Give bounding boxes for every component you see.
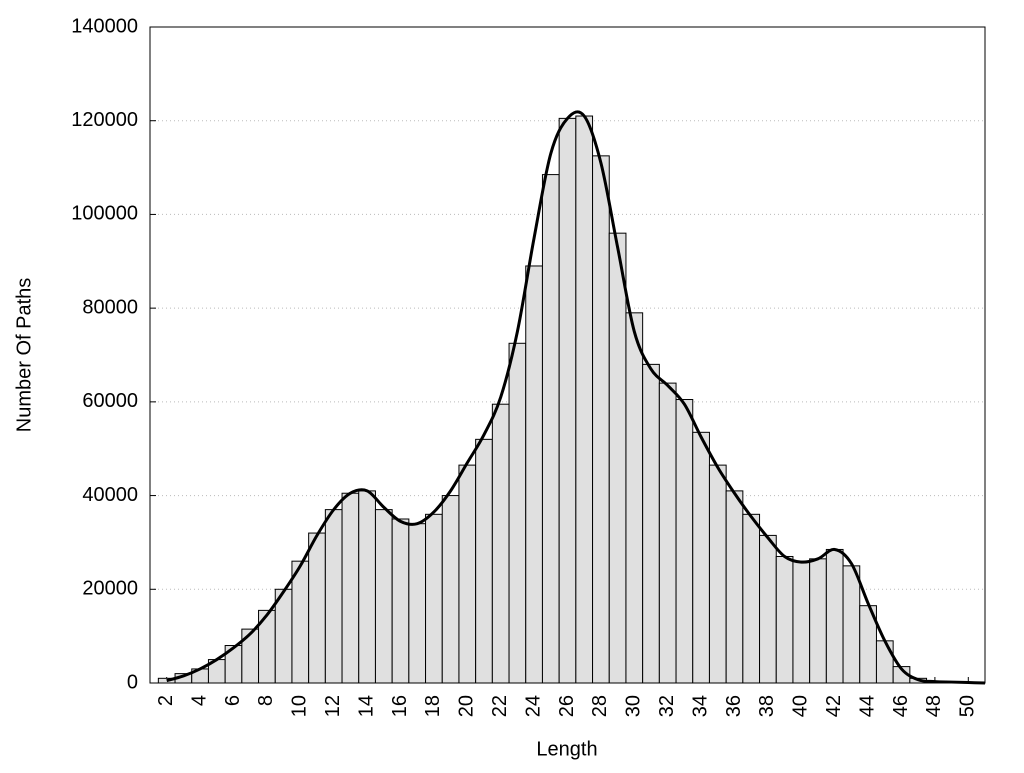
bar <box>843 566 860 683</box>
x-tick-label: 44 <box>856 695 878 717</box>
bar <box>676 400 693 683</box>
x-tick-label: 36 <box>723 695 745 717</box>
bar <box>609 233 626 683</box>
y-tick-label: 0 <box>127 671 138 693</box>
x-tick-label: 6 <box>222 695 244 706</box>
x-tick-label: 22 <box>489 695 511 717</box>
bar <box>359 491 376 683</box>
x-tick-label: 32 <box>656 695 678 717</box>
y-tick-label: 100000 <box>71 203 138 225</box>
bar <box>542 175 559 683</box>
bar <box>392 519 409 683</box>
bar <box>643 364 660 683</box>
x-tick-label: 20 <box>456 695 478 717</box>
x-tick-label: 26 <box>556 695 578 717</box>
x-axis-label: Length <box>536 738 597 760</box>
bar <box>626 313 643 683</box>
x-tick-label: 16 <box>389 695 411 717</box>
bar <box>576 116 593 683</box>
y-tick-label: 120000 <box>71 109 138 131</box>
x-tick-label: 34 <box>689 695 711 717</box>
x-tick-label: 42 <box>823 695 845 717</box>
bar <box>492 404 509 683</box>
bar <box>810 559 827 683</box>
bar <box>826 549 843 683</box>
x-tick-label: 48 <box>923 695 945 717</box>
y-tick-label: 60000 <box>82 390 138 412</box>
bar <box>593 156 610 683</box>
bar <box>375 510 392 683</box>
x-tick-label: 30 <box>623 695 645 717</box>
x-tick-label: 28 <box>589 695 611 717</box>
bar <box>325 510 342 683</box>
x-tick-label: 40 <box>790 695 812 717</box>
bar <box>876 641 893 683</box>
bar <box>292 561 309 683</box>
bar <box>342 493 359 683</box>
x-tick-label: 24 <box>522 695 544 717</box>
x-tick-label: 2 <box>155 695 177 706</box>
bar <box>476 439 493 683</box>
bar <box>309 533 326 683</box>
x-tick-label: 4 <box>188 695 210 706</box>
y-axis-label: Number Of Paths <box>13 278 35 433</box>
y-tick-label: 20000 <box>82 578 138 600</box>
y-tick-label: 140000 <box>71 15 138 37</box>
bar <box>509 343 526 683</box>
bar <box>459 465 476 683</box>
x-tick-label: 50 <box>957 695 979 717</box>
x-tick-label: 12 <box>322 695 344 717</box>
y-tick-label: 40000 <box>82 484 138 506</box>
bar <box>659 383 676 683</box>
bar <box>409 524 426 683</box>
bar <box>526 266 543 683</box>
x-tick-label: 18 <box>422 695 444 717</box>
x-tick-label: 8 <box>255 695 277 706</box>
x-tick-label: 10 <box>289 695 311 717</box>
y-tick-label: 80000 <box>82 296 138 318</box>
bar <box>559 118 576 683</box>
x-tick-label: 38 <box>756 695 778 717</box>
bar <box>275 589 292 683</box>
bar <box>426 514 443 683</box>
x-tick-label: 14 <box>355 695 377 717</box>
bar <box>776 556 793 683</box>
x-tick-label: 46 <box>890 695 912 717</box>
bar <box>442 496 459 683</box>
bar <box>693 432 710 683</box>
bar <box>726 491 743 683</box>
bar <box>760 535 777 683</box>
bar <box>793 561 810 683</box>
bar <box>743 514 760 683</box>
bar <box>709 465 726 683</box>
